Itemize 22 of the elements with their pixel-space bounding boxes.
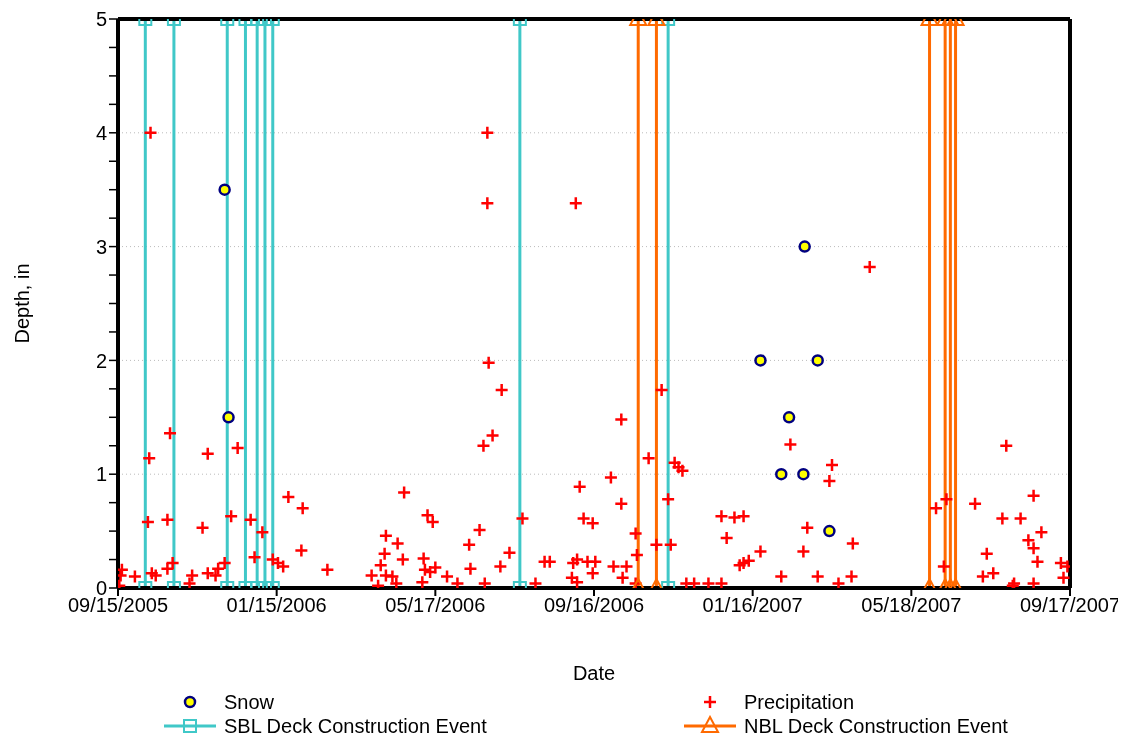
point bbox=[798, 240, 811, 253]
y-tick-label: 5 bbox=[95, 8, 107, 31]
y-tick-label: 3 bbox=[95, 235, 107, 258]
y-tick-label: 2 bbox=[95, 349, 107, 372]
y-tick-label: 1 bbox=[95, 463, 107, 486]
legend-label: Precipitation bbox=[744, 690, 856, 714]
x-tick-label: 01/15/2006 bbox=[226, 594, 327, 617]
point bbox=[754, 354, 767, 367]
x-tick-label: 01/16/2007 bbox=[702, 594, 803, 617]
point bbox=[222, 411, 235, 424]
x-tick-label: 09/16/2006 bbox=[543, 594, 645, 617]
legend-label: SBL Deck Construction Event bbox=[224, 714, 488, 738]
legend-label: Snow bbox=[224, 690, 276, 714]
x-axis-title: Date bbox=[572, 662, 616, 684]
point bbox=[218, 183, 231, 196]
point bbox=[782, 411, 796, 424]
y-axis-title: Depth, in bbox=[11, 263, 34, 344]
y-tick-label: 4 bbox=[95, 121, 107, 144]
x-tick-label: 05/18/2007 bbox=[861, 594, 962, 617]
x-tick-label: 05/17/2006 bbox=[385, 594, 486, 617]
legend-label: NBL Deck Construction Event bbox=[744, 714, 1009, 738]
point bbox=[811, 354, 824, 367]
